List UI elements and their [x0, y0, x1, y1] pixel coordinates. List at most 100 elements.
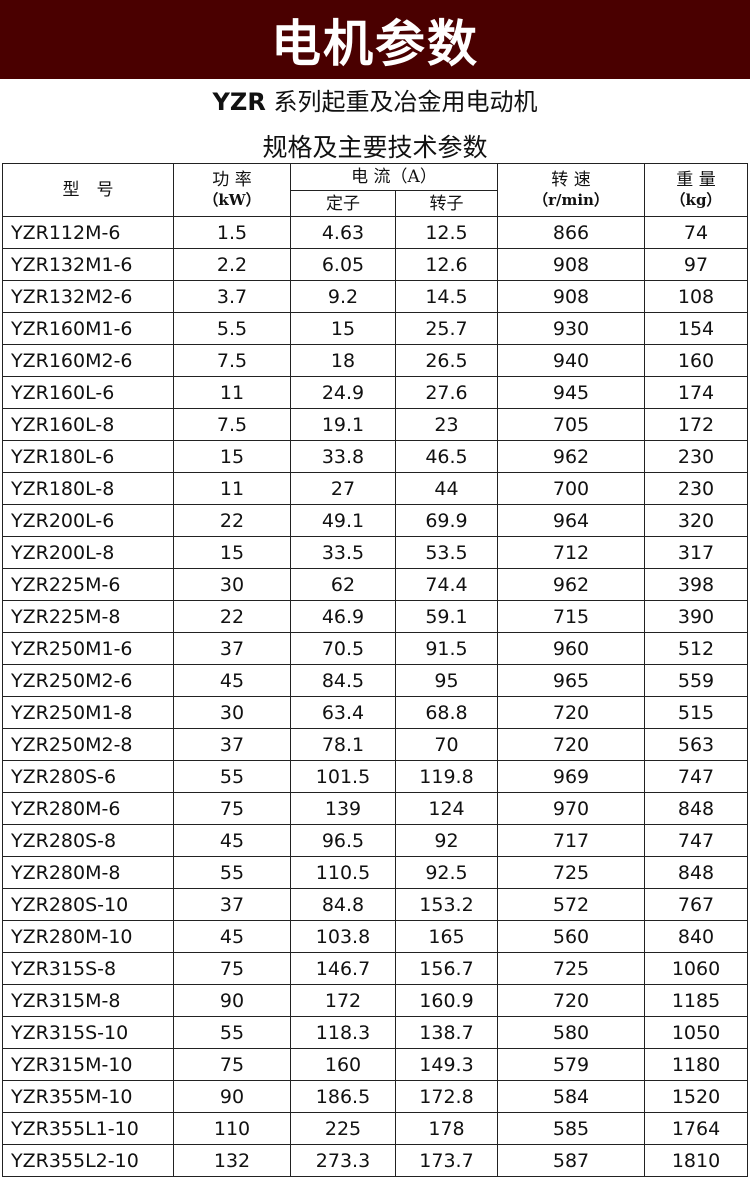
- table-row: YZR355L2-10 132 273.3 173.7 587 1810: [2, 1144, 748, 1177]
- cell-weight: 398: [644, 568, 748, 601]
- cell-stator-current: 96.5: [290, 824, 396, 857]
- cell-speed: 715: [497, 600, 645, 633]
- cell-rotor-current: 12.5: [395, 216, 498, 249]
- cell-model: YZR160M2-6: [2, 344, 174, 377]
- cell-weight: 320: [644, 504, 748, 537]
- cell-speed: 579: [497, 1048, 645, 1081]
- cell-stator-current: 160: [290, 1048, 396, 1081]
- cell-rotor-current: 178: [395, 1112, 498, 1145]
- spec-table: 型 号 功 率（kW） 电 流（A） 转 速（r/min） 重 量（kg） 定子…: [2, 163, 748, 1177]
- cell-model: YZR250M2-6: [2, 664, 174, 697]
- cell-rotor-current: 124: [395, 792, 498, 825]
- cell-model: YZR250M2-8: [2, 728, 174, 761]
- cell-power: 7.5: [173, 344, 291, 377]
- cell-weight: 515: [644, 696, 748, 729]
- spec-title: 规格及主要技术参数: [262, 133, 488, 162]
- cell-weight: 559: [644, 664, 748, 697]
- table-row: YZR250M2-6 45 84.5 95 965 559: [2, 664, 748, 697]
- table-row: YZR355M-10 90 186.5 172.8 584 1520: [2, 1080, 748, 1113]
- table-row: YZR180L-6 15 33.8 46.5 962 230: [2, 440, 748, 473]
- cell-stator-current: 84.8: [290, 888, 396, 921]
- cell-model: YZR160M1-6: [2, 312, 174, 345]
- header-power: 功 率（kW）: [173, 163, 291, 217]
- cell-power: 37: [173, 888, 291, 921]
- cell-stator-current: 33.8: [290, 440, 396, 473]
- cell-stator-current: 33.5: [290, 536, 396, 569]
- cell-weight: 160: [644, 344, 748, 377]
- cell-weight: 230: [644, 472, 748, 505]
- cell-power: 75: [173, 952, 291, 985]
- table-row: YZR315S-8 75 146.7 156.7 725 1060: [2, 952, 748, 985]
- cell-speed: 970: [497, 792, 645, 825]
- cell-speed: 720: [497, 696, 645, 729]
- cell-power: 11: [173, 472, 291, 505]
- cell-power: 55: [173, 1016, 291, 1049]
- table-row: YZR132M2-6 3.7 9.2 14.5 908 108: [2, 280, 748, 313]
- cell-power: 37: [173, 632, 291, 665]
- cell-weight: 1520: [644, 1080, 748, 1113]
- cell-power: 11: [173, 376, 291, 409]
- cell-stator-current: 225: [290, 1112, 396, 1145]
- cell-model: YZR355M-10: [2, 1080, 174, 1113]
- cell-weight: 1764: [644, 1112, 748, 1145]
- cell-weight: 1180: [644, 1048, 748, 1081]
- cell-power: 132: [173, 1144, 291, 1177]
- cell-rotor-current: 91.5: [395, 632, 498, 665]
- cell-rotor-current: 27.6: [395, 376, 498, 409]
- cell-speed: 585: [497, 1112, 645, 1145]
- cell-power: 2.2: [173, 248, 291, 281]
- table-row: YZR112M-6 1.5 4.63 12.5 866 74: [2, 216, 748, 249]
- cell-power: 30: [173, 568, 291, 601]
- cell-model: YZR132M1-6: [2, 248, 174, 281]
- cell-speed: 965: [497, 664, 645, 697]
- cell-rotor-current: 138.7: [395, 1016, 498, 1049]
- table-row: YZR250M2-8 37 78.1 70 720 563: [2, 728, 748, 761]
- cell-stator-current: 110.5: [290, 856, 396, 889]
- cell-stator-current: 15: [290, 312, 396, 345]
- cell-rotor-current: 172.8: [395, 1080, 498, 1113]
- cell-power: 45: [173, 824, 291, 857]
- cell-speed: 866: [497, 216, 645, 249]
- cell-speed: 930: [497, 312, 645, 345]
- table-row: YZR280M-6 75 139 124 970 848: [2, 792, 748, 825]
- header-power-label: 功 率: [212, 170, 252, 190]
- cell-model: YZR280S-8: [2, 824, 174, 857]
- cell-stator-current: 70.5: [290, 632, 396, 665]
- cell-rotor-current: 44: [395, 472, 498, 505]
- cell-rotor-current: 165: [395, 920, 498, 953]
- cell-model: YZR280S-6: [2, 760, 174, 793]
- cell-power: 7.5: [173, 408, 291, 441]
- table-row: YZR315S-10 55 118.3 138.7 580 1050: [2, 1016, 748, 1049]
- cell-model: YZR225M-6: [2, 568, 174, 601]
- cell-weight: 1060: [644, 952, 748, 985]
- header-stator: 定子: [290, 190, 396, 217]
- cell-speed: 969: [497, 760, 645, 793]
- cell-power: 15: [173, 440, 291, 473]
- cell-power: 75: [173, 1048, 291, 1081]
- table-row: YZR280M-10 45 103.8 165 560 840: [2, 920, 748, 953]
- header-weight: 重 量（kg）: [644, 163, 748, 217]
- table-row: YZR160M1-6 5.5 15 25.7 930 154: [2, 312, 748, 345]
- cell-weight: 108: [644, 280, 748, 313]
- cell-stator-current: 172: [290, 984, 396, 1017]
- cell-power: 5.5: [173, 312, 291, 345]
- cell-speed: 908: [497, 280, 645, 313]
- cell-model: YZR112M-6: [2, 216, 174, 249]
- cell-rotor-current: 95: [395, 664, 498, 697]
- cell-rotor-current: 53.5: [395, 536, 498, 569]
- cell-rotor-current: 119.8: [395, 760, 498, 793]
- cell-model: YZR315M-8: [2, 984, 174, 1017]
- cell-rotor-current: 25.7: [395, 312, 498, 345]
- cell-model: YZR280M-8: [2, 856, 174, 889]
- cell-power: 3.7: [173, 280, 291, 313]
- cell-weight: 848: [644, 856, 748, 889]
- cell-speed: 560: [497, 920, 645, 953]
- cell-power: 75: [173, 792, 291, 825]
- header-speed-label: 转 速: [551, 170, 591, 190]
- cell-stator-current: 103.8: [290, 920, 396, 953]
- cell-speed: 572: [497, 888, 645, 921]
- cell-weight: 1050: [644, 1016, 748, 1049]
- cell-speed: 587: [497, 1144, 645, 1177]
- cell-stator-current: 118.3: [290, 1016, 396, 1049]
- cell-power: 90: [173, 1080, 291, 1113]
